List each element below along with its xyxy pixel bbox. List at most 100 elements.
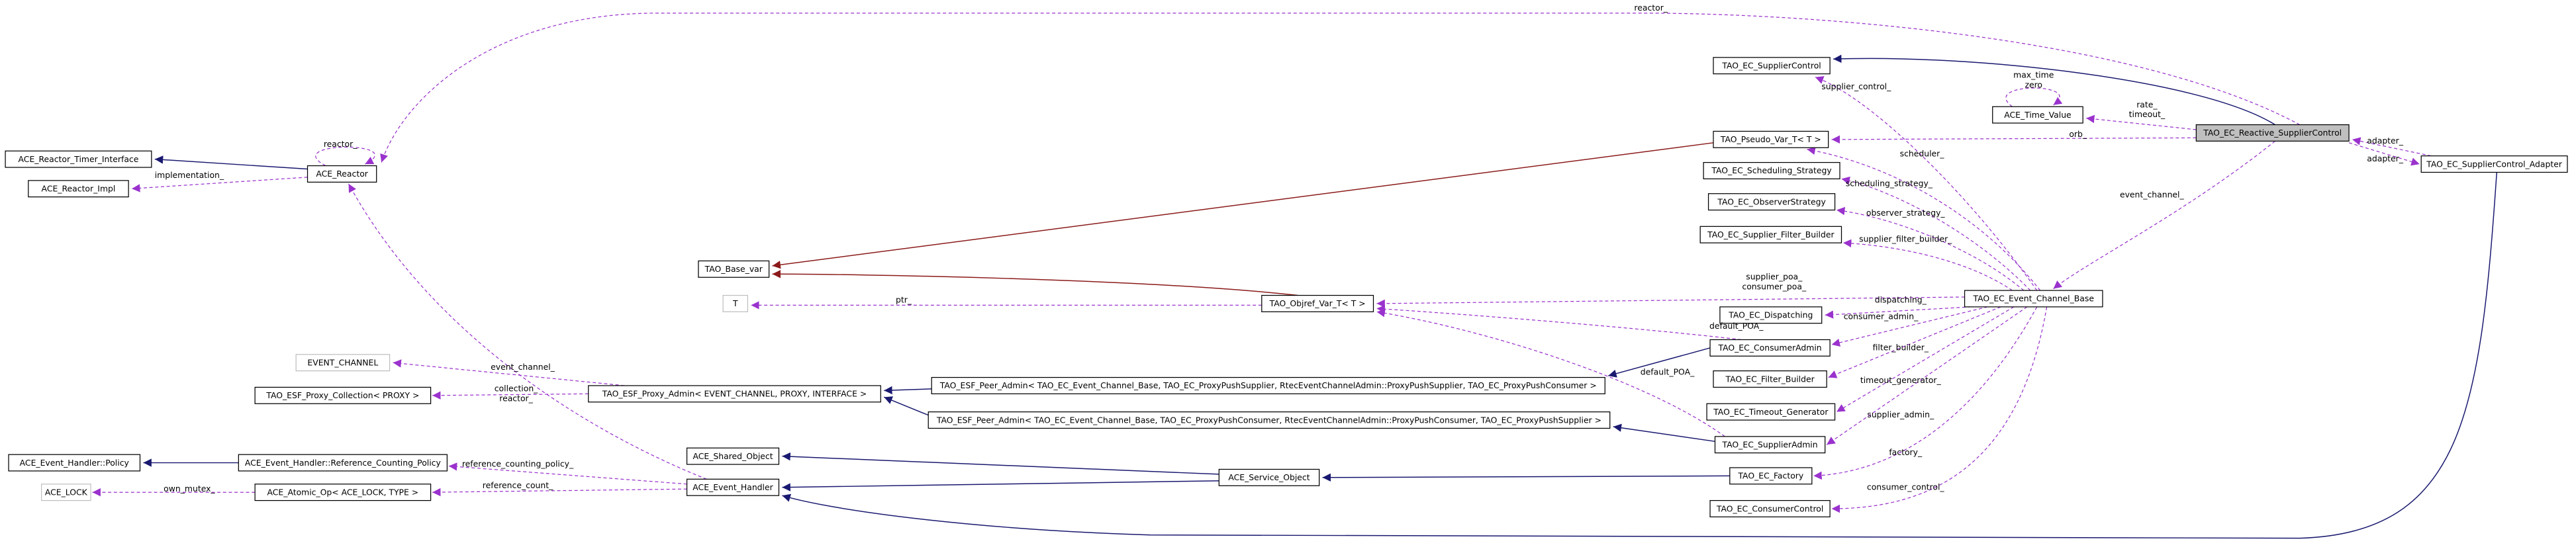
class-box: [1714, 436, 1826, 454]
edges: [92, 13, 2498, 539]
edge-label: reference_counting_policy_: [462, 459, 574, 469]
usage-edge: [1376, 309, 1725, 437]
usage-edge: [1836, 206, 2025, 291]
class-box: [931, 376, 1605, 394]
edge-label: timeout_: [2129, 109, 2166, 119]
class-label: TAO_EC_SupplierControl: [1721, 60, 1821, 70]
inherit-edge: [782, 172, 2498, 539]
class-label: ACE_Service_Object: [1228, 472, 1310, 482]
class-label: ACE_Reactor_Impl: [42, 184, 116, 194]
edge-label: collection_: [495, 383, 538, 393]
class-box: [28, 180, 129, 198]
usage-edge: [1842, 239, 2013, 291]
edge-label: supplier_poa_: [1746, 272, 1803, 282]
class-label: ACE_Event_Handler::Reference_Counting_Po…: [245, 458, 441, 468]
edge-label: reactor_: [499, 393, 533, 403]
nodes: TAO_EC_SupplierControl ACE_Time_Value TAO_…: [5, 57, 2568, 518]
usage-edge: [315, 146, 375, 167]
usage-edge: [380, 13, 2300, 163]
class-box: [1707, 193, 1836, 211]
class-label: TAO_EC_Dispatching: [1728, 310, 1813, 320]
class-box: [1218, 468, 1320, 486]
class-label: EVENT_CHANNEL: [307, 357, 378, 367]
edge-label: supplier_control_: [1821, 81, 1891, 91]
class-label: TAO_EC_Event_Channel_Base: [1973, 294, 2094, 304]
edge-label: filter_builder_: [1873, 342, 1929, 352]
edge-label: consumer_poa_: [1742, 282, 1807, 292]
class-box: [41, 484, 91, 501]
class-label: TAO_EC_Supplier_Filter_Builder: [1707, 230, 1835, 239]
edge-label: event_channel_: [491, 362, 555, 372]
edge-label: consumer_control_: [1867, 482, 1944, 491]
class-box: [2420, 155, 2568, 173]
class-label: ACE_Shared_Object: [692, 451, 773, 461]
inherit-edge: [884, 386, 932, 395]
template-edge: [772, 142, 1714, 269]
class-box: [1709, 339, 1831, 357]
usage-edge: [1376, 304, 1742, 341]
usage-edge: [1831, 135, 2197, 144]
usage-edge: [1836, 306, 2015, 413]
class-label: ACE_LOCK: [45, 487, 88, 497]
edge-label: event_channel_: [2120, 190, 2185, 200]
usage-edge: [1831, 306, 2048, 513]
class-box: [8, 454, 141, 472]
class-box: [1992, 106, 2083, 124]
usage-edge: [1831, 306, 1988, 347]
class-box: [1261, 294, 1374, 312]
class-label: TAO_Objref_Var_T< T >: [1269, 298, 1366, 308]
usage-edge: [1815, 76, 2038, 291]
class-label: TAO_EC_SupplierAdmin: [1722, 440, 1818, 450]
class-box: [722, 294, 748, 312]
class-label: TAO_EC_Timeout_Generator: [1713, 407, 1829, 417]
inherit-edge: [782, 480, 1219, 491]
usage-edge: [2348, 142, 2420, 166]
edge-label: scheduling_strategy_: [1846, 178, 1933, 188]
class-label: TAO_EC_Filter_Builder: [1725, 374, 1815, 384]
inherit-edge: [1608, 347, 1711, 378]
inherit-edge: [883, 396, 929, 416]
usage-edge: [2005, 87, 2063, 107]
class-label: TAO_EC_Reactive_SupplierControl: [2203, 128, 2342, 138]
usage-edge: [1813, 306, 2038, 480]
template-edge: [772, 270, 1298, 296]
edge-label: supplier_admin_: [1867, 409, 1934, 419]
edge-label: scheduler_: [1900, 149, 1945, 159]
class-label: TAO_EC_Scheduling_Strategy: [1711, 165, 1831, 175]
edge-label: dispatching_: [1875, 294, 1927, 304]
class-box: [1719, 306, 1823, 324]
class-label: ACE_Event_Handler::Policy: [20, 458, 129, 468]
class-box: [307, 165, 377, 183]
inherit-edge: [154, 155, 308, 170]
class-label: TAO_ESF_Proxy_Admin< EVENT_CHANNEL, PROX…: [602, 389, 867, 399]
class-label: TAO_ESF_Peer_Admin< TAO_EC_Event_Channel…: [936, 415, 1601, 425]
class-label: TAO_EC_ConsumerAdmin: [1718, 343, 1822, 353]
class-label: ACE_Time_Value: [2004, 110, 2071, 120]
edge-label: max_time: [2013, 70, 2054, 80]
inherit-edge: [1613, 423, 1715, 443]
class-box: [928, 411, 1611, 429]
class-box: [254, 484, 432, 501]
class-box: [254, 386, 432, 404]
edge-label: rate_: [2136, 99, 2158, 109]
edge-label: default_POA_: [1709, 321, 1764, 331]
class-box: [1706, 403, 1836, 421]
class-box: [698, 260, 770, 278]
class-label: ACE_Atomic_Op< ACE_LOCK, TYPE >: [267, 487, 419, 497]
class-box: [686, 447, 780, 465]
usage-edge: [2086, 114, 2197, 130]
edge-label: adapter_: [2367, 136, 2403, 146]
edge-label: default_POA_: [1641, 367, 1695, 377]
edge-label: implementation_: [155, 170, 224, 180]
class-box: [1713, 57, 1831, 75]
class-label: TAO_EC_ObserverStrategy: [1717, 196, 1825, 206]
usage-edge: [1825, 306, 1972, 319]
usage-edge: [1826, 306, 2028, 445]
usage-edge: [348, 183, 707, 480]
usage-edge: [1828, 306, 2001, 378]
inherit-edge: [1322, 473, 1730, 482]
class-label: ACE_Reactor_Timer_Interface: [19, 154, 139, 164]
class-box: [1729, 467, 1813, 485]
edge-label: orb_: [2069, 129, 2087, 139]
class-box: [1713, 370, 1827, 388]
